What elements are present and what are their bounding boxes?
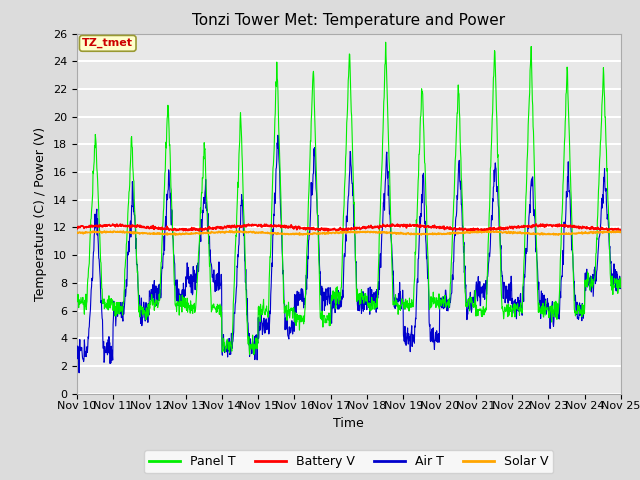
Legend: Panel T, Battery V, Air T, Solar V: Panel T, Battery V, Air T, Solar V	[144, 450, 554, 473]
Y-axis label: Temperature (C) / Power (V): Temperature (C) / Power (V)	[35, 127, 47, 300]
Title: Tonzi Tower Met: Temperature and Power: Tonzi Tower Met: Temperature and Power	[192, 13, 506, 28]
Text: TZ_tmet: TZ_tmet	[82, 38, 133, 48]
X-axis label: Time: Time	[333, 417, 364, 430]
